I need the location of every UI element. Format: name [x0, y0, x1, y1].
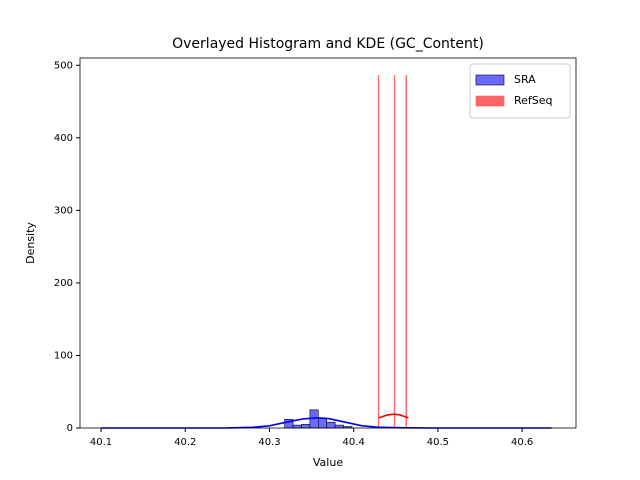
x-tick-label: 40.5 — [427, 437, 449, 448]
histogram-bar — [405, 75, 407, 429]
kde-line — [378, 413, 409, 419]
y-tick-label: 300 — [54, 205, 73, 216]
legend-swatch — [475, 95, 505, 107]
legend-swatch — [475, 74, 505, 86]
histogram-bar — [326, 421, 336, 429]
x-tick-label: 40.6 — [511, 437, 533, 448]
x-axis-label: Value — [313, 456, 343, 469]
x-tick-label: 40.1 — [90, 437, 112, 448]
y-tick-label: 200 — [54, 278, 73, 289]
chart-title: Overlayed Histogram and KDE (GC_Content) — [172, 36, 484, 52]
y-axis-label: Density — [24, 222, 37, 264]
histogram-bar — [393, 75, 396, 429]
y-tick-label: 400 — [54, 133, 73, 144]
histogram-bar — [318, 418, 328, 429]
histogram-bar — [334, 424, 344, 429]
x-tick-label: 40.3 — [258, 437, 280, 448]
legend-label: RefSeq — [514, 94, 553, 107]
histogram-bar — [377, 75, 380, 429]
legend-label: SRA — [514, 73, 536, 86]
x-tick-label: 40.4 — [343, 437, 365, 448]
y-tick-label: 0 — [67, 423, 73, 434]
y-tick-label: 500 — [54, 60, 73, 71]
plot-frame — [79, 57, 577, 429]
y-tick-label: 100 — [54, 350, 73, 361]
histogram-bar — [301, 424, 311, 429]
histogram-bar — [292, 424, 302, 429]
x-tick-label: 40.2 — [174, 437, 196, 448]
